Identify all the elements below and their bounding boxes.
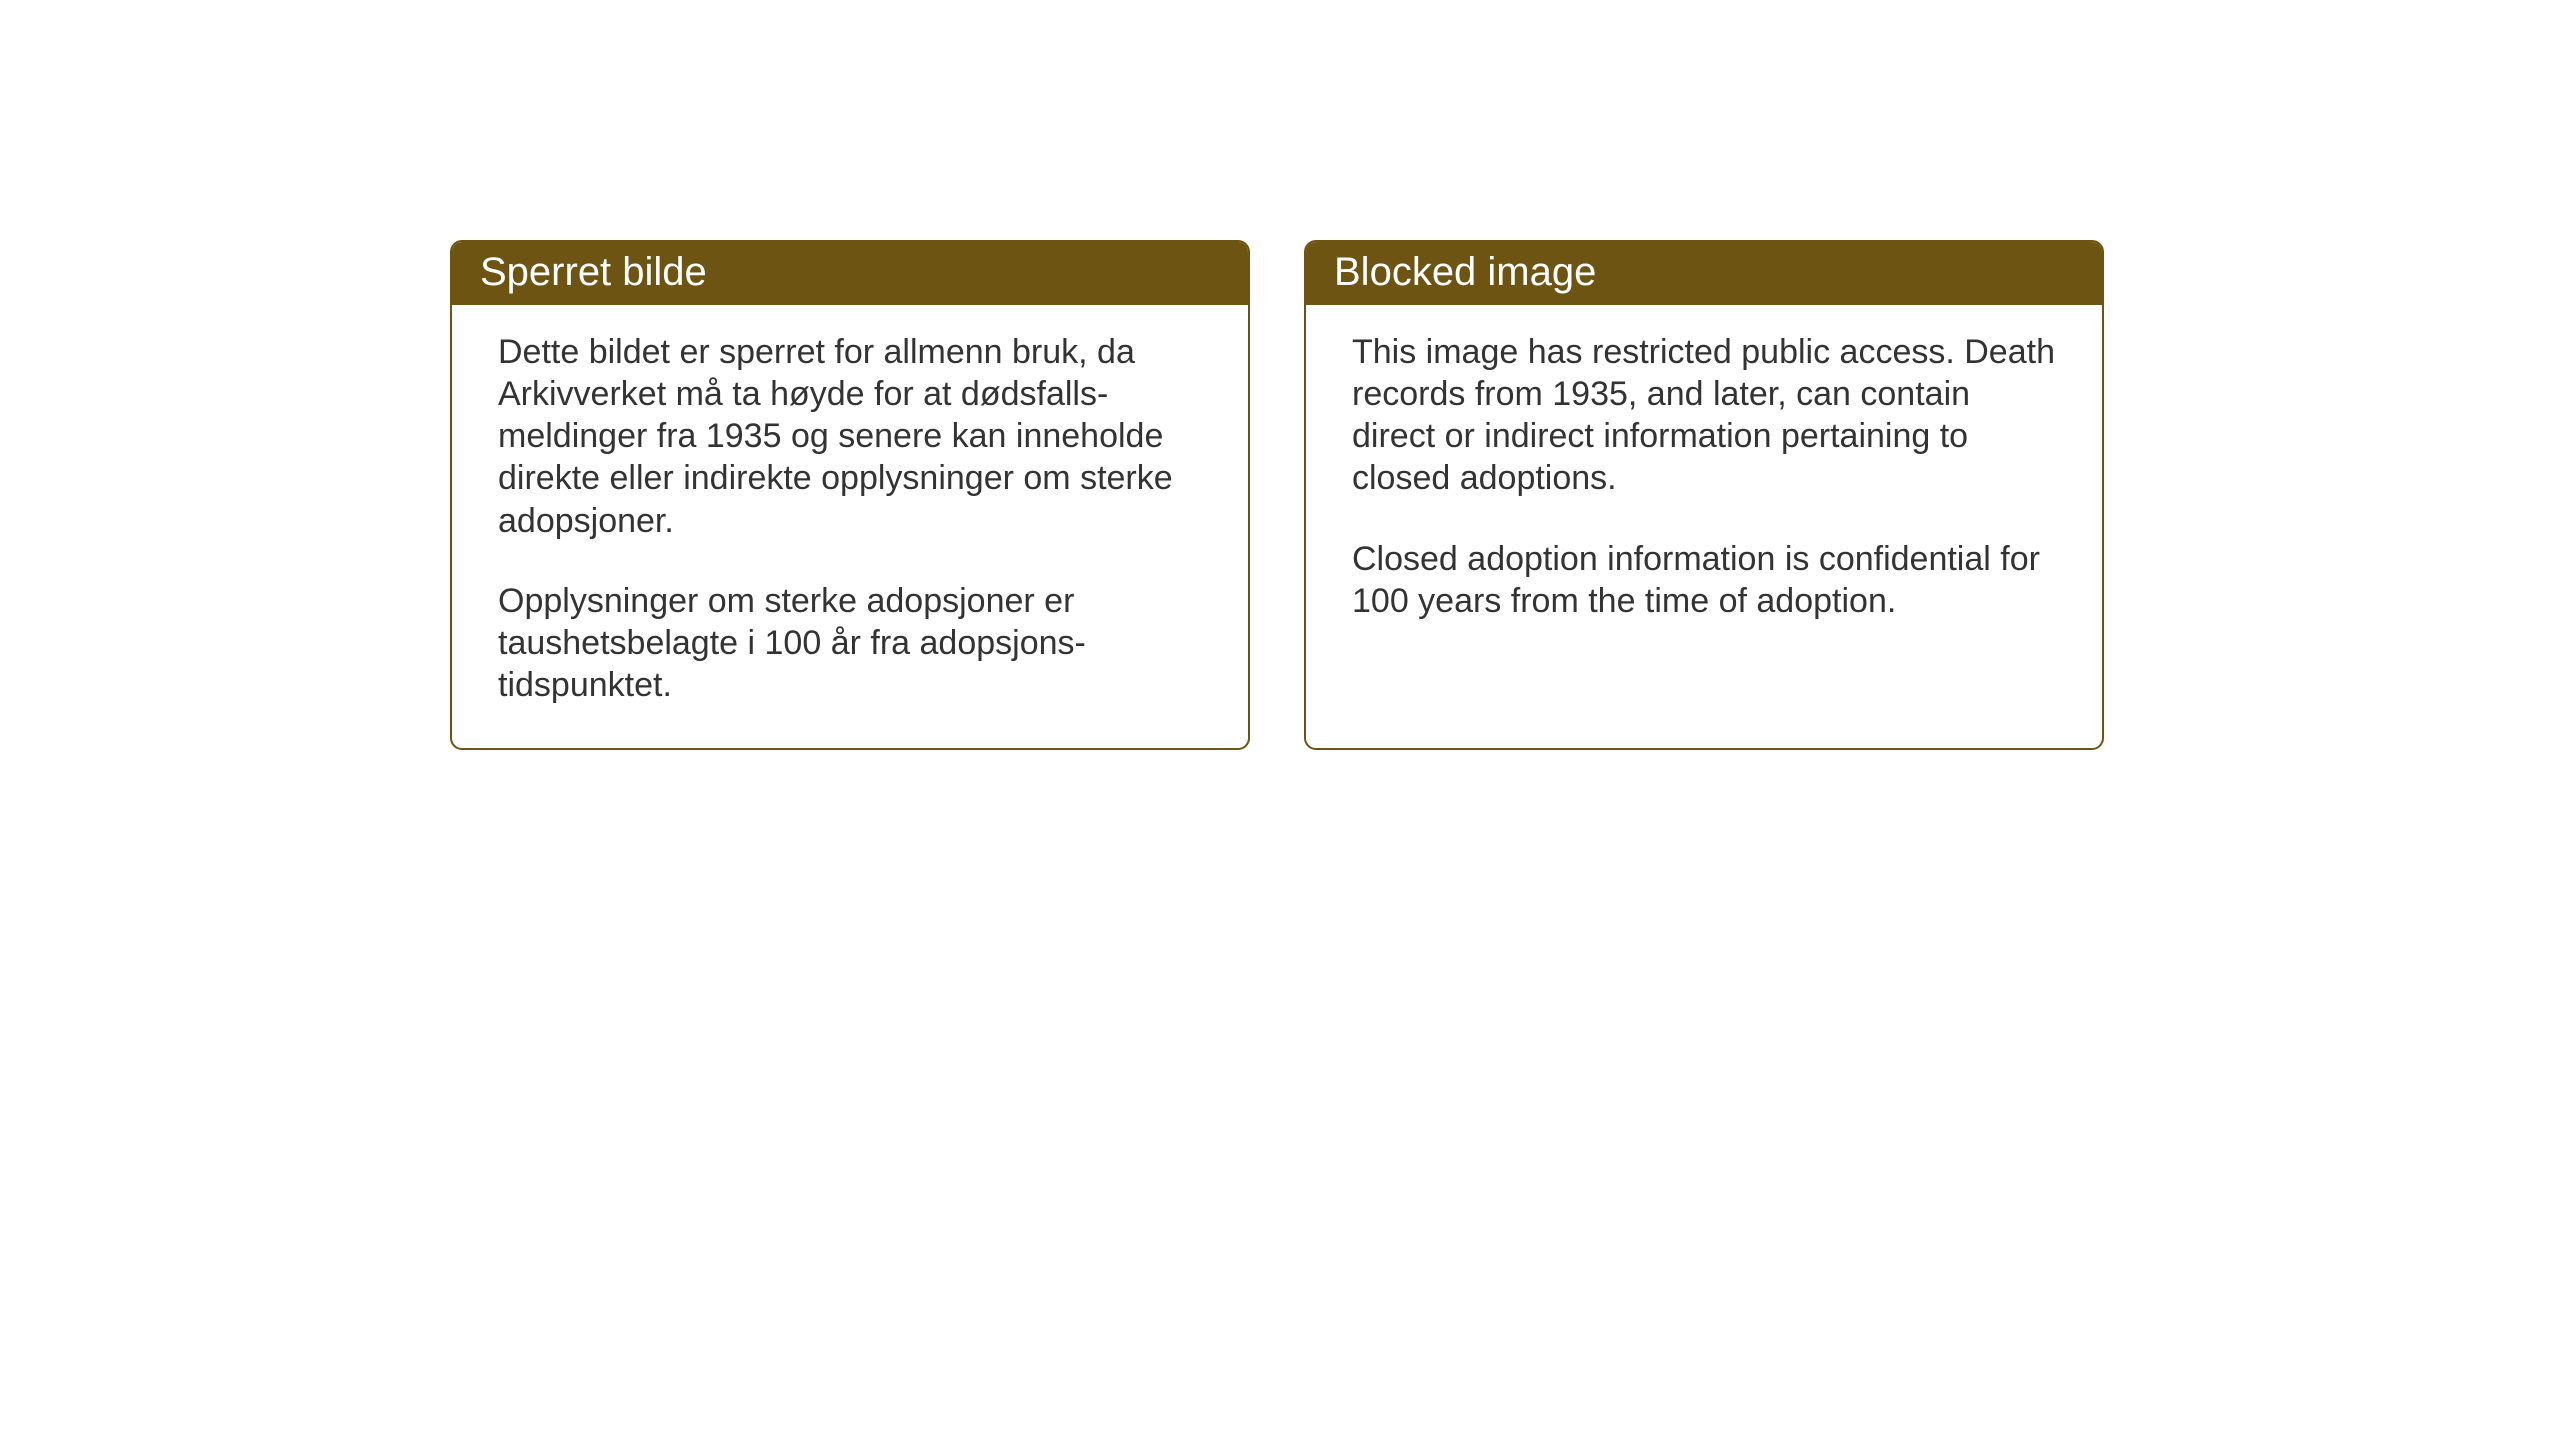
notice-title-norwegian: Sperret bilde (480, 250, 707, 294)
notice-container: Sperret bilde Dette bildet er sperret fo… (450, 240, 2104, 750)
notice-body-english: This image has restricted public access.… (1306, 305, 2102, 662)
notice-header-english: Blocked image (1306, 242, 2102, 305)
notice-paragraph2-english: Closed adoption information is confident… (1352, 538, 2056, 622)
notice-header-norwegian: Sperret bilde (452, 242, 1248, 305)
notice-body-norwegian: Dette bildet er sperret for allmenn bruk… (452, 305, 1248, 746)
notice-paragraph1-norwegian: Dette bildet er sperret for allmenn bruk… (498, 331, 1202, 542)
notice-title-english: Blocked image (1334, 250, 1596, 294)
notice-paragraph2-norwegian: Opplysninger om sterke adopsjoner er tau… (498, 580, 1202, 706)
notice-paragraph1-english: This image has restricted public access.… (1352, 331, 2056, 500)
notice-card-norwegian: Sperret bilde Dette bildet er sperret fo… (450, 240, 1250, 750)
notice-card-english: Blocked image This image has restricted … (1304, 240, 2104, 750)
